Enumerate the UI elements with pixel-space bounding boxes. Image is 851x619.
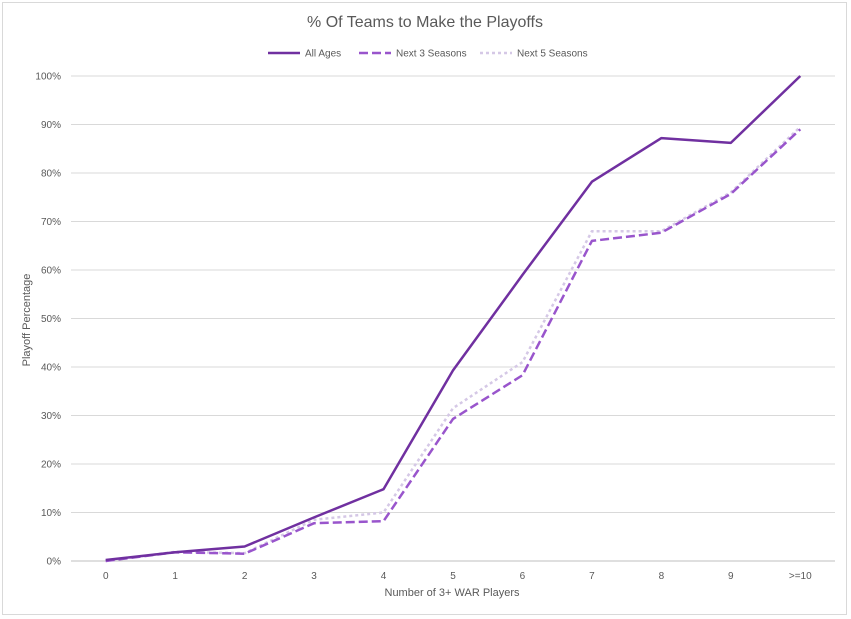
y-tick-label: 70%	[41, 217, 61, 228]
y-tick-label: 90%	[41, 120, 61, 131]
legend: All Ages Next 3 Seasons Next 5 Seasons	[268, 49, 588, 60]
x-axis-label: Number of 3+ WAR Players	[385, 587, 520, 599]
y-tick-label: 30%	[41, 411, 61, 422]
series-line	[105, 125, 802, 563]
x-tick-label: 4	[381, 571, 387, 582]
chart-title: % Of Teams to Make the Playoffs	[307, 14, 543, 31]
x-tick-label: 5	[450, 571, 456, 582]
y-tick-labels: 0% 10% 20% 30% 40% 50% 60% 70% 80% 90% 100%	[35, 72, 61, 568]
y-tick-label: 50%	[41, 314, 61, 325]
x-tick-label: 7	[589, 571, 595, 582]
x-tick-label: 8	[659, 571, 665, 582]
y-tick-label: 0%	[47, 557, 62, 568]
series-line	[105, 128, 802, 563]
y-tick-label: 10%	[41, 508, 61, 519]
y-axis-label: Playoff Percentage	[21, 274, 33, 367]
x-tick-label: 2	[242, 571, 248, 582]
x-tick-label: 6	[520, 571, 526, 582]
series-lines	[105, 75, 802, 563]
y-tick-label: 80%	[41, 169, 61, 180]
x-tick-labels: 0 1 2 3 4 5 6 7 8 9 >=10	[103, 571, 812, 582]
y-tick-label: 20%	[41, 460, 61, 471]
x-tick-label: 3	[311, 571, 317, 582]
x-tick-label: 0	[103, 571, 109, 582]
series-line	[105, 75, 802, 562]
y-tick-label: 40%	[41, 363, 61, 374]
legend-label: Next 3 Seasons	[396, 49, 467, 60]
y-tick-label: 60%	[41, 266, 61, 277]
gridlines	[71, 75, 835, 562]
y-tick-label: 100%	[35, 72, 61, 83]
legend-label: Next 5 Seasons	[517, 49, 588, 60]
x-tick-label: >=10	[789, 571, 812, 582]
x-tick-label: 9	[728, 571, 734, 582]
legend-label: All Ages	[305, 49, 341, 60]
x-tick-label: 1	[172, 571, 178, 582]
